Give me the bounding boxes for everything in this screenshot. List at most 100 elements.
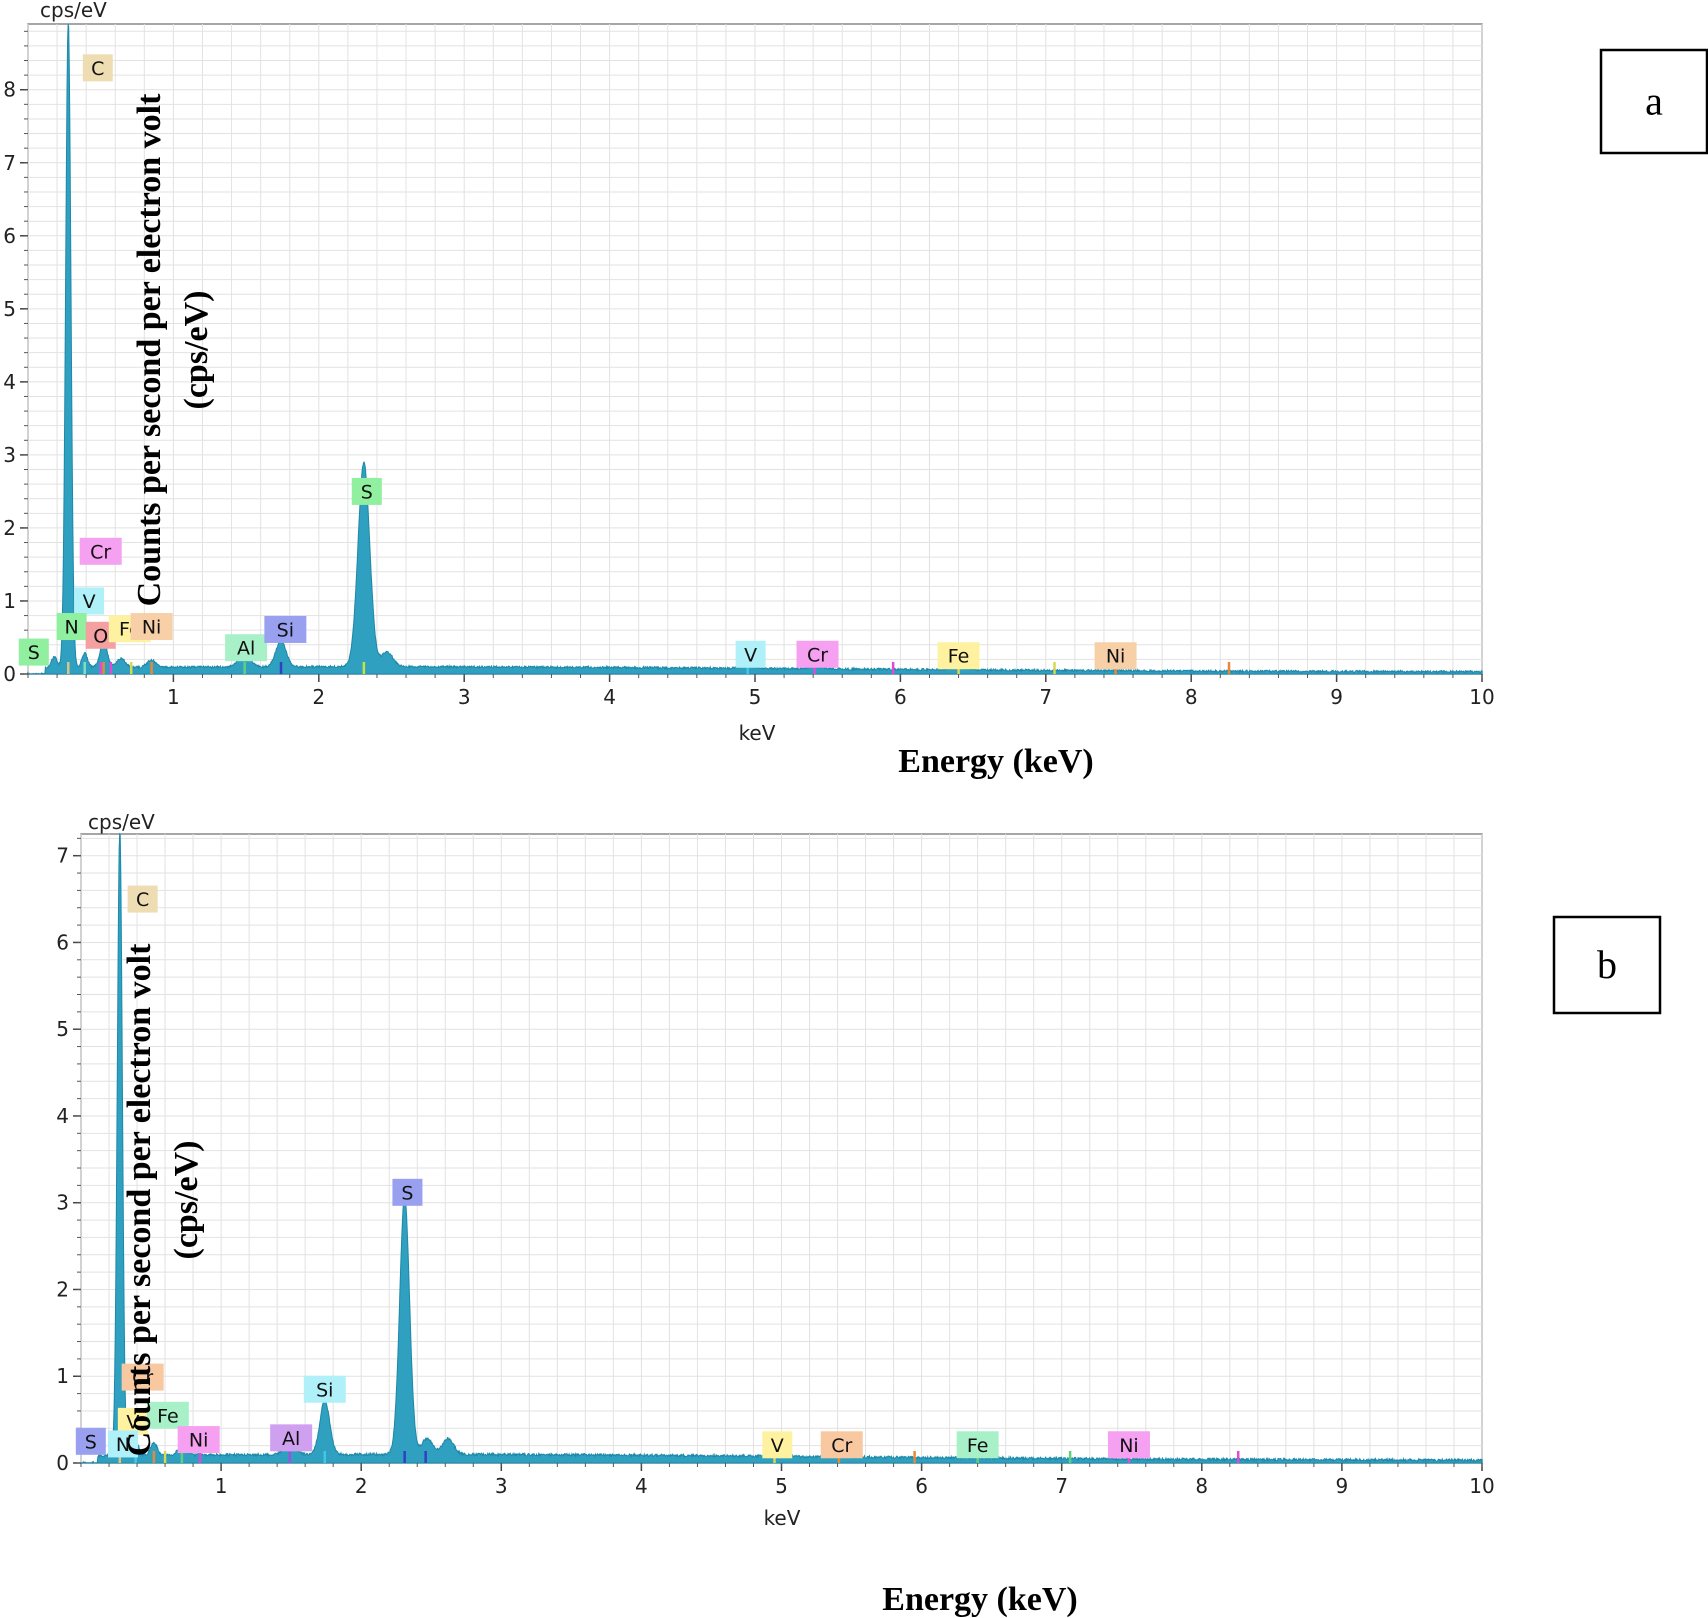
y-tick-label: 0 bbox=[56, 1451, 69, 1475]
y-tick-label: 3 bbox=[3, 443, 16, 467]
element-tag-bg bbox=[735, 640, 766, 668]
element-tag-text: Cr bbox=[90, 541, 111, 563]
panel-label-box-a bbox=[1599, 48, 1708, 155]
element-tag: C bbox=[127, 885, 158, 913]
element-tag: Si bbox=[264, 615, 307, 643]
element-tag-bg bbox=[121, 1363, 164, 1391]
element-tag-bg bbox=[108, 1430, 139, 1458]
x-tick-label: 10 bbox=[1469, 685, 1494, 709]
x-axis-title-a: Energy (keV) bbox=[898, 743, 1093, 780]
y-unit-label-a: cps/eV bbox=[40, 0, 107, 22]
element-tag: Ni bbox=[177, 1426, 220, 1454]
element-tag: Ni bbox=[1107, 1431, 1150, 1459]
element-tag-bg bbox=[75, 1427, 106, 1455]
x-tick-label: 6 bbox=[915, 1474, 928, 1498]
grid-a bbox=[27, 24, 1483, 675]
element-tag-text: S bbox=[401, 1182, 413, 1204]
line-markers-a bbox=[67, 662, 1231, 674]
element-tag-text: Ni bbox=[142, 617, 162, 639]
element-tag-text: Al bbox=[237, 638, 255, 660]
element-tag-bg bbox=[225, 634, 268, 662]
x-tick-label: 5 bbox=[775, 1474, 788, 1498]
element-tag-text: Fe bbox=[967, 1435, 989, 1457]
x-tick-label: 8 bbox=[1195, 1474, 1208, 1498]
y-tick-label: 6 bbox=[56, 930, 69, 954]
element-tag: S bbox=[75, 1427, 106, 1455]
element-tag-bg bbox=[351, 477, 382, 505]
element-tag: Al bbox=[225, 634, 268, 662]
axis-ticks-a: 1 2 3 4 5 6 7 8 9 10 0 1 2 3 4 5 6 7 8 bbox=[3, 30, 1495, 709]
element-tag-bg bbox=[796, 640, 839, 668]
element-tag-text: Al bbox=[282, 1428, 300, 1450]
y-unit-label-b: cps/eV bbox=[88, 810, 155, 834]
y-tick-label: 6 bbox=[3, 224, 16, 248]
element-tag-bg bbox=[130, 613, 173, 641]
element-tag-bg bbox=[820, 1431, 863, 1459]
element-tag: V bbox=[117, 1407, 148, 1435]
element-tag: S bbox=[18, 638, 49, 666]
element-tag-text: O bbox=[93, 625, 108, 647]
x-tick-label: 8 bbox=[1185, 685, 1198, 709]
x-axis-title-b: Energy (keV) bbox=[882, 1581, 1077, 1618]
y-tick-label: 0 bbox=[3, 662, 16, 686]
element-tag-bg bbox=[1094, 642, 1137, 670]
element-tag-text: Si bbox=[316, 1379, 333, 1401]
element-tag-bg bbox=[146, 1401, 189, 1429]
element-tag: S bbox=[392, 1178, 423, 1206]
y-tick-label: 1 bbox=[3, 589, 16, 613]
element-tag: N bbox=[56, 613, 87, 641]
element-tag: V bbox=[735, 640, 766, 668]
element-tag-text: C bbox=[91, 58, 104, 80]
element-tag: V bbox=[762, 1431, 793, 1459]
element-tag-text: V bbox=[126, 1411, 139, 1433]
element-tag-text: V bbox=[771, 1435, 784, 1457]
element-tag-text: C bbox=[136, 889, 149, 911]
y-tick-label: 2 bbox=[56, 1277, 69, 1301]
x-tick-label: 7 bbox=[1055, 1474, 1068, 1498]
panel-label-a: a bbox=[1645, 79, 1663, 124]
element-tag-bg bbox=[270, 1424, 313, 1452]
x-tick-label: 10 bbox=[1469, 1474, 1494, 1498]
y-axis-title-a-line2: (cps/eV) bbox=[178, 291, 215, 410]
element-tag-text: Si bbox=[277, 619, 294, 641]
element-tag-bg bbox=[18, 638, 49, 666]
panel-label-b: b bbox=[1597, 942, 1617, 987]
element-tag-text: N bbox=[116, 1434, 130, 1456]
element-tag: Cr bbox=[79, 537, 122, 565]
element-tag: N bbox=[108, 1430, 139, 1458]
element-tag: Fe bbox=[937, 642, 980, 670]
element-tag-bg bbox=[762, 1431, 793, 1459]
element-tag: Fe bbox=[146, 1401, 189, 1429]
element-tag-text: S bbox=[28, 642, 40, 664]
y-tick-label: 3 bbox=[56, 1191, 69, 1215]
y-tick-label: 7 bbox=[56, 844, 69, 868]
element-tag-text: S bbox=[361, 481, 373, 503]
element-tag: Cr bbox=[121, 1363, 164, 1391]
element-tag-bg bbox=[956, 1431, 999, 1459]
y-axis-title-b-line2: (cps/eV) bbox=[168, 1141, 205, 1260]
y-axis-title-b-line1: Counts per second per electron volt bbox=[121, 943, 158, 1456]
x-tick-label: 9 bbox=[1330, 685, 1343, 709]
element-tag-text: Ni bbox=[1106, 646, 1126, 668]
element-tag-bg bbox=[392, 1178, 423, 1206]
x-tick-label: 3 bbox=[458, 685, 471, 709]
grid-b bbox=[80, 834, 1483, 1464]
element-tag-text: N bbox=[65, 617, 79, 639]
element-tag-bg bbox=[56, 613, 87, 641]
element-tag: Ni bbox=[130, 613, 173, 641]
x-tick-label: 7 bbox=[1039, 685, 1052, 709]
x-tick-label: 5 bbox=[749, 685, 762, 709]
x-tick-label: 4 bbox=[603, 685, 616, 709]
panel-label-box-b bbox=[1552, 915, 1662, 1015]
y-tick-label: 7 bbox=[3, 151, 16, 175]
element-tag: S bbox=[351, 477, 382, 505]
x-tick-label: 1 bbox=[215, 1474, 228, 1498]
element-tag: Al bbox=[270, 1424, 313, 1452]
element-tag-bg bbox=[177, 1426, 220, 1454]
x-tick-label: 9 bbox=[1336, 1474, 1349, 1498]
y-axis-title-a-line1: Counts per second per electron volt bbox=[131, 93, 168, 606]
